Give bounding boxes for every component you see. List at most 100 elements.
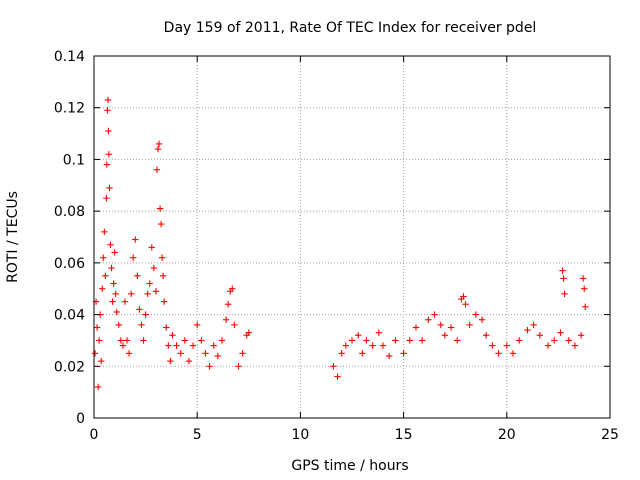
data-point (460, 293, 467, 300)
data-point (524, 326, 531, 334)
data-point (565, 337, 572, 344)
y-tick-label: 0.06 (54, 256, 85, 272)
data-point (478, 316, 486, 323)
data-point (579, 275, 587, 282)
data-point (359, 350, 366, 357)
data-point (582, 303, 589, 311)
data-point (194, 321, 201, 329)
data-point (94, 383, 102, 391)
y-tick-label: 0.04 (54, 308, 85, 324)
data-point (577, 332, 585, 339)
data-point (425, 316, 432, 323)
y-tick-label: 0.14 (54, 49, 85, 65)
data-point (105, 127, 112, 135)
data-point (140, 337, 147, 344)
data-point (515, 337, 523, 344)
data-point (159, 272, 167, 279)
data-point (163, 324, 170, 331)
data-point (109, 298, 116, 305)
x-axis-ticks: 0 5 10 15 20 25 (90, 56, 619, 443)
data-point (363, 337, 370, 344)
data-point (544, 342, 552, 349)
data-point (144, 290, 151, 298)
data-point (100, 254, 107, 261)
data-point (102, 272, 109, 279)
data-point (412, 324, 420, 331)
plot-frame (93, 55, 611, 419)
data-point (235, 363, 242, 370)
data-point (431, 311, 438, 318)
data-point (132, 236, 139, 243)
data-point (160, 298, 168, 305)
data-point (441, 332, 449, 339)
data-point (110, 280, 117, 287)
data-point (115, 321, 122, 329)
data-point (148, 244, 155, 251)
data-point (231, 321, 238, 329)
data-point (103, 161, 110, 168)
data-point (466, 321, 473, 329)
data-point (104, 107, 111, 114)
data-point (125, 350, 133, 357)
y-tick-label: 0.1 (63, 152, 85, 168)
data-point (229, 285, 236, 292)
data-point (130, 254, 137, 261)
data-point (571, 342, 579, 349)
data-point (462, 301, 469, 308)
data-point (218, 337, 226, 344)
data-point (112, 290, 119, 298)
data-point (113, 308, 120, 316)
data-point (245, 329, 252, 336)
data-point (482, 332, 490, 339)
data-point (138, 321, 145, 329)
data-point (98, 357, 105, 365)
data-point (121, 298, 129, 305)
data-point (95, 337, 103, 344)
data-point (530, 321, 537, 329)
data-point (150, 264, 158, 272)
data-point (106, 184, 113, 192)
data-point (503, 342, 510, 349)
data-point (338, 350, 345, 357)
data-point (111, 249, 118, 256)
data-point (169, 332, 176, 339)
data-point (206, 363, 213, 370)
data-point (142, 311, 149, 318)
data-point (93, 324, 101, 331)
x-tick-label: 0 (90, 427, 99, 443)
x-tick-label: 5 (193, 427, 202, 443)
x-axis-label: GPS time / hours (291, 458, 408, 474)
data-point (185, 357, 193, 365)
data-point (495, 350, 502, 357)
data-point (134, 272, 141, 279)
data-point (385, 352, 393, 360)
x-tick-label: 10 (291, 427, 309, 443)
data-point (559, 267, 566, 274)
data-point (354, 332, 362, 339)
data-point (99, 285, 106, 292)
data-point (167, 357, 174, 365)
data-point (224, 301, 232, 308)
y-axis-label: ROTI / TECUs (5, 191, 21, 283)
data-point (557, 329, 564, 336)
data-point (107, 241, 114, 248)
data-point (379, 342, 387, 349)
x-tick-label: 25 (601, 427, 619, 443)
data-point (155, 140, 163, 148)
data-point (101, 228, 108, 236)
data-point (136, 306, 143, 313)
data-point (369, 342, 376, 349)
data-point (239, 350, 246, 357)
data-point (157, 220, 165, 228)
data-point (181, 337, 189, 344)
data-point (146, 280, 153, 287)
data-point (214, 352, 222, 360)
data-point (222, 316, 230, 323)
data-point (158, 254, 166, 261)
data-point (210, 342, 217, 349)
data-point (117, 337, 125, 344)
data-point (173, 342, 180, 349)
data-point (392, 337, 399, 344)
data-point (202, 350, 209, 357)
data-point (375, 329, 383, 336)
